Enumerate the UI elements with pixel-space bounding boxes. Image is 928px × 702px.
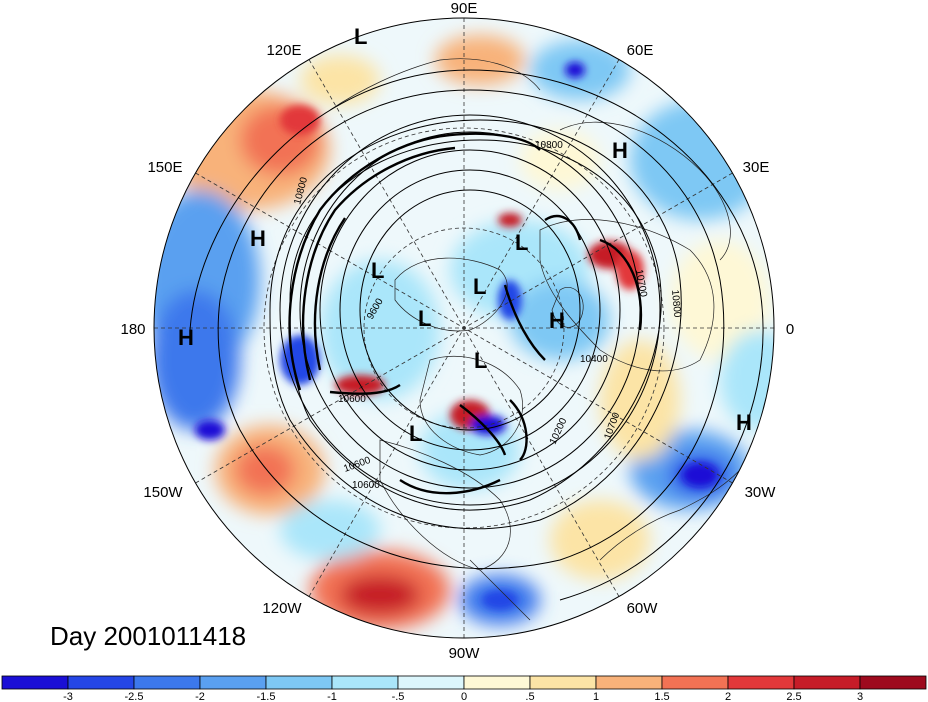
high-pressure-center: H bbox=[736, 410, 752, 435]
colorbar-tick-label: -1.5 bbox=[257, 691, 276, 702]
colorbar-tick-label: 2 bbox=[725, 691, 731, 702]
colorbar-tick-label: -1 bbox=[327, 691, 337, 702]
longitude-label: 60W bbox=[627, 600, 659, 617]
colorbar-tick-label: 2.5 bbox=[786, 691, 801, 702]
longitude-label: 90W bbox=[449, 645, 481, 662]
map-boundary bbox=[153, 17, 775, 639]
colorbar-tick-label: -2 bbox=[195, 691, 205, 702]
colorbar-tick-label: -3 bbox=[63, 691, 73, 702]
colorbar-swatch bbox=[661, 675, 729, 690]
low-pressure-center: L bbox=[371, 258, 384, 283]
low-pressure-center: L bbox=[409, 421, 422, 446]
low-pressure-center: L bbox=[473, 274, 486, 299]
colorbar-swatch bbox=[727, 675, 795, 690]
longitude-label: 120E bbox=[266, 42, 301, 59]
colorbar-tick-label: 1 bbox=[593, 691, 599, 702]
high-pressure-center: H bbox=[178, 325, 194, 350]
longitude-labels: 90E 60E 30E 0 30W 60W 90W 120W 150W 180 … bbox=[120, 0, 794, 662]
coastlines bbox=[329, 58, 741, 621]
longitude-label: 180 bbox=[120, 321, 145, 338]
longitude-label: 30W bbox=[745, 484, 777, 501]
pressure-centers: L H H L L L L H L H L H bbox=[178, 24, 752, 446]
colorbar-tick-label: 3 bbox=[857, 691, 863, 702]
colorbar-tick-label: 0 bbox=[461, 691, 467, 702]
contour-label: 10400 bbox=[580, 354, 608, 365]
colorbar-swatch bbox=[133, 675, 201, 690]
colorbar-swatch bbox=[1, 675, 69, 690]
high-pressure-center: H bbox=[549, 308, 565, 333]
contour-label: 10700 bbox=[633, 269, 649, 299]
colorbar-tick-label: 1.5 bbox=[654, 691, 669, 702]
colorbar-swatch bbox=[859, 675, 927, 690]
high-pressure-center: H bbox=[612, 138, 628, 163]
low-pressure-center: L bbox=[515, 230, 528, 255]
wind-isotachs bbox=[288, 132, 643, 495]
contour-label: 10800 bbox=[535, 140, 563, 151]
longitude-label: 150W bbox=[143, 484, 183, 501]
colorbar-swatch bbox=[463, 675, 531, 690]
longitude-label: 0 bbox=[786, 321, 794, 338]
high-pressure-center: H bbox=[250, 226, 266, 251]
longitude-label: 90E bbox=[451, 0, 478, 17]
colorbar-swatch bbox=[595, 675, 663, 690]
longitude-label: 60E bbox=[627, 42, 654, 59]
colorbar-swatch bbox=[265, 675, 333, 690]
colorbar-tick-label: -2.5 bbox=[125, 691, 144, 702]
height-contours bbox=[189, 69, 764, 601]
colorbar-swatch bbox=[67, 675, 135, 690]
day-label: Day 2001011418 bbox=[50, 621, 246, 651]
low-pressure-center: L bbox=[474, 348, 487, 373]
longitude-label: 120W bbox=[262, 600, 302, 617]
colorbar: -3 -2.5 -2 -1.5 -1 -.5 0 .5 1 1.5 2 2.5 3 bbox=[1, 675, 927, 702]
longitude-label: 30E bbox=[743, 159, 770, 176]
colorbar-tick-label: -.5 bbox=[392, 691, 405, 702]
colorbar-swatch bbox=[199, 675, 267, 690]
colorbar-swatch bbox=[331, 675, 399, 690]
graticule bbox=[154, 18, 774, 638]
colorbar-swatch bbox=[529, 675, 597, 690]
colorbar-swatch bbox=[793, 675, 861, 690]
contour-label: 10600 bbox=[338, 394, 366, 405]
colorbar-tick-label: .5 bbox=[525, 691, 534, 702]
low-pressure-center: L bbox=[418, 306, 431, 331]
contour-label: 10600 bbox=[352, 480, 380, 491]
low-pressure-center: L bbox=[354, 24, 367, 49]
colorbar-swatch bbox=[397, 675, 465, 690]
contour-label: 10800 bbox=[669, 289, 682, 318]
longitude-label: 150E bbox=[147, 159, 182, 176]
